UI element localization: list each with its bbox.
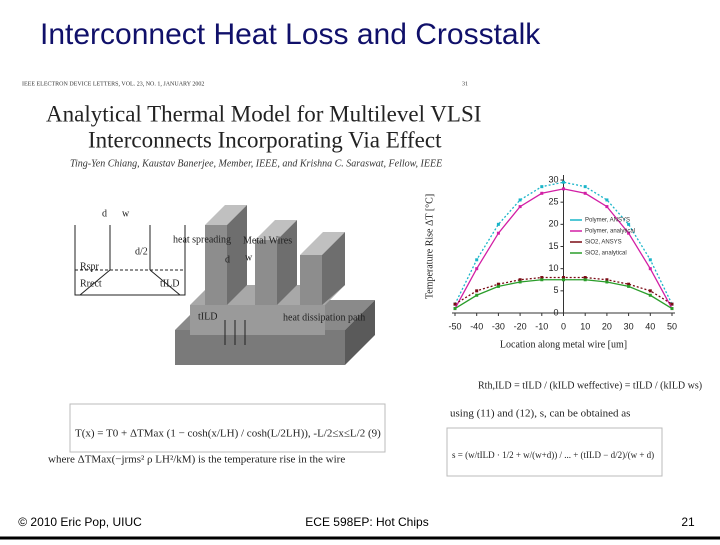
diagram-label: d [225,254,230,265]
data-point [670,307,674,311]
legend-entry: Polymer, analytical [585,229,635,235]
equation: s = (w/tILD · 1/2 + w/(w+d)) / ... + (tI… [452,450,654,460]
equation: T(x) = T0 + ΔTMax (1 − cosh(x/LH) / cosh… [75,428,381,440]
x-tick-label: 30 [624,321,634,331]
x-tick-label: -50 [448,321,461,331]
data-point [605,278,609,282]
x-tick-label: -30 [492,321,505,331]
footer-center: ECE 598EP: Hot Chips [305,515,428,529]
legend-entry: SiO2, analytical [585,251,627,257]
data-point [605,205,609,209]
equation: Rth,ILD = tILD / (kILD weffective) = tIL… [478,380,702,391]
diagram-label: tILD [198,311,217,322]
y-tick-label: 15 [548,241,558,251]
paper-page: 31 [462,81,468,87]
y-tick-label: 10 [548,263,558,273]
data-point [540,191,544,195]
data-point [562,187,565,191]
data-point [540,185,544,189]
footer-right: 21 [681,515,695,529]
legend-entry: Polymer, ANSYS [585,218,630,224]
data-point [540,276,544,280]
data-point [648,258,652,262]
data-point [475,293,479,297]
y-tick-label: 20 [548,219,558,229]
data-point [648,289,652,293]
footer-left: © 2010 Eric Pop, UIUC [18,515,142,529]
y-tick-label: 25 [548,197,558,207]
diagram-label: heat spreading [173,234,231,245]
x-tick-label: 10 [580,321,590,331]
data-point [605,280,609,284]
x-tick-label: 40 [645,321,655,331]
data-point [583,185,587,189]
data-point [562,180,565,184]
data-point [475,289,479,293]
data-point [583,191,587,195]
data-point [496,231,500,235]
data-point [627,222,631,226]
data-point [648,267,652,271]
diagram-label: w [245,252,253,263]
data-point [518,205,522,209]
data-point [453,307,457,311]
data-point [562,278,565,282]
paper-title: Interconnects Incorporating Via Effect [88,127,442,152]
legend-entry: SiO2, ANSYS [585,240,622,246]
data-point [496,282,500,286]
diagram-label: w [122,208,130,219]
equation-text: using (11) and (12), s, can be obtained … [450,408,630,420]
data-point [540,278,544,282]
diagram-label: d/2 [135,246,148,257]
x-tick-label: 0 [561,321,566,331]
x-tick-label: -10 [535,321,548,331]
slide-title: Interconnect Heat Loss and Crosstalk [40,18,541,51]
data-point [453,302,457,306]
diagram-label: Rrect [80,278,102,289]
data-point [627,284,631,288]
y-tick-label: 30 [548,174,558,184]
diagram-label: heat dissipation path [283,312,365,323]
equation-box [69,403,386,453]
data-point [583,276,587,280]
data-point [670,302,674,306]
data-point [562,276,565,280]
x-tick-label: 20 [602,321,612,331]
paper-title: Analytical Thermal Model for Multilevel … [46,101,481,126]
x-tick-label: -20 [514,321,527,331]
y-axis-label: Temperature Rise ΔT [°C] [424,194,435,299]
data-point [627,231,631,235]
series-line [454,181,673,305]
data-point [518,280,522,284]
y-tick-label: 5 [553,285,558,295]
x-tick-label: -40 [470,321,483,331]
paper-authors: Ting-Yen Chiang, Kaustav Banerjee, Membe… [70,158,442,169]
equation-box [446,427,663,477]
data-point [583,278,587,282]
data-point [475,267,479,271]
data-point [475,258,479,262]
data-point [496,284,500,288]
diagram-label: Rspr [80,261,100,272]
x-tick-label: 50 [667,321,677,331]
diagram-label: d [102,208,107,219]
y-tick-label: 0 [553,307,558,317]
data-point [496,222,500,226]
data-point [648,293,652,297]
interconnect-diagram [74,205,375,365]
diagram-label: Metal Wires [243,235,292,246]
data-point [518,198,522,202]
diagram-label: tILD [160,278,179,289]
equation-text: where ΔTMax(−jrms² ρ LH²/kM) is the temp… [48,454,345,466]
x-axis-label: Location along metal wire [um] [500,339,627,350]
data-point [627,282,631,286]
data-point [605,198,609,202]
data-point [518,278,522,282]
paper-header: IEEE ELECTRON DEVICE LETTERS, VOL. 23, N… [22,81,204,87]
